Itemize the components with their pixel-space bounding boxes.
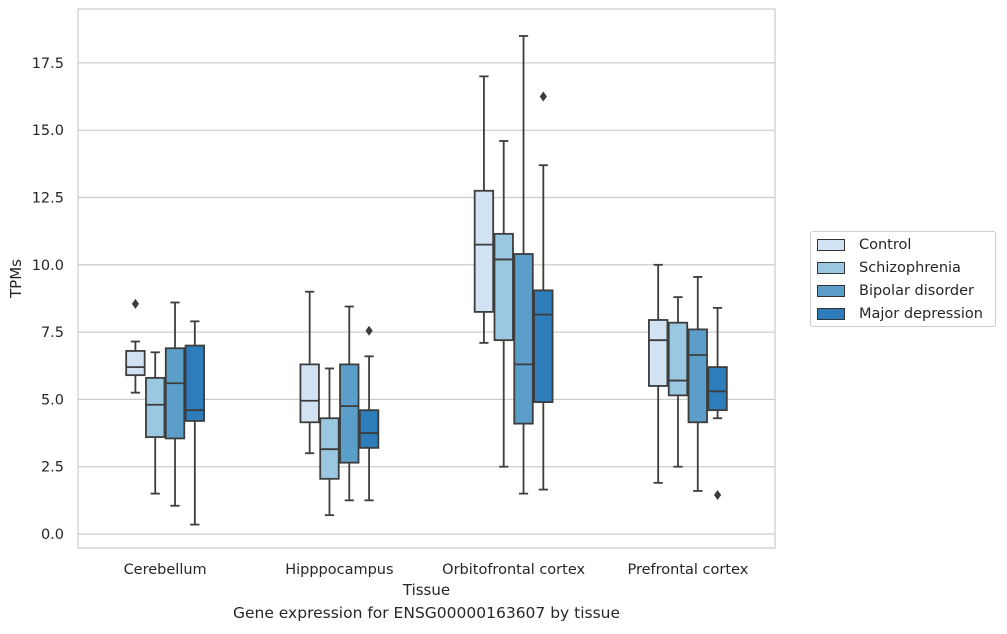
box-schizophrenia [145,351,166,495]
x-tick-label: Cerebellum [124,562,207,578]
grid-lines [78,62,775,535]
y-tick-label: 2.5 [41,460,64,476]
legend-label-schizophrenia: Schizophrenia [859,260,961,276]
x-tick-label: Prefrontal cortex [627,562,748,578]
iqr-box [513,253,534,425]
legend-swatch-major-depression [817,308,845,320]
box-control [125,298,146,394]
iqr-box [184,344,205,422]
box-control [299,290,320,455]
iqr-box [299,363,320,424]
iqr-box [667,321,689,397]
y-tick-label: 0.0 [41,527,64,543]
legend-item-major-depression: Major depression [817,304,983,324]
y-tick-label: 7.5 [41,325,64,341]
box-bipolar-disorder [513,35,534,495]
legend-item-bipolar-disorder: Bipolar disorder [817,281,974,301]
y-tick-label: 17.5 [32,56,64,72]
legend-item-schizophrenia: Schizophrenia [817,258,961,278]
iqr-box [473,189,495,313]
y-tick-label: 12.5 [32,191,64,207]
y-axis-label: TPMs [7,259,25,299]
figure-caption: Gene expression for ENSG00000163607 by t… [232,604,621,622]
x-tick-label: Orbitofrontal cortex [442,562,585,578]
x-axis-label: Tissue [402,581,450,599]
outlier-point [713,489,722,500]
iqr-box [358,409,380,449]
box-schizophrenia [667,296,689,468]
iqr-box [687,328,708,424]
outlier-point [131,298,140,309]
x-tick-label: Hipppocampus [285,562,393,578]
legend-swatch-control [817,239,845,251]
box-control [648,263,669,484]
box-major-depression [184,320,205,526]
outlier-point [365,325,373,336]
iqr-box [707,366,728,412]
plot-frame [77,8,776,549]
y-tick-label: 15.0 [32,123,64,139]
box-bipolar-disorder [339,305,360,502]
legend-label-bipolar-disorder: Bipolar disorder [859,283,974,299]
box-schizophrenia [493,140,514,468]
box-schizophrenia [319,367,340,517]
legend-item-control: Control [817,235,911,255]
box-bipolar-disorder [164,301,186,507]
box-groups [125,35,728,526]
legend-swatch-bipolar-disorder [817,285,845,297]
box-control [473,75,495,344]
box-bipolar-disorder [687,276,708,492]
iqr-box [145,376,166,438]
legend: Control Schizophrenia Bipolar disorder M… [810,231,996,327]
iqr-box [125,350,146,377]
legend-swatch-schizophrenia [817,262,845,274]
y-tick-label: 5.0 [41,392,64,408]
legend-label-major-depression: Major depression [859,306,983,322]
box-major-depression [707,306,728,500]
outlier-point [539,91,547,102]
iqr-box [533,289,554,403]
legend-label-control: Control [859,237,912,253]
y-tick-label: 10.0 [32,258,64,274]
iqr-box [648,319,669,387]
box-major-depression [533,91,554,491]
box-major-depression [358,325,380,502]
iqr-box [164,347,186,440]
iqr-box [493,232,514,342]
axis-tick-labels: 0.0 2.5 5.0 7.5 10.0 12.5 15.0 17.5 Cerebellum Hi… [32,56,749,578]
iqr-box [339,363,360,464]
